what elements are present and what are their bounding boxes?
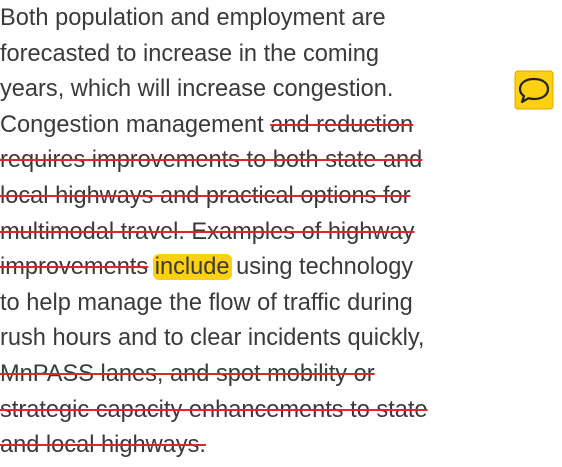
deleted-text: improvements (0, 254, 149, 281)
deleted-text: and reduction (270, 111, 414, 138)
text: rush hours and to clear incidents quickl… (0, 325, 425, 352)
text: forecasted to increase in the coming (0, 40, 380, 67)
text-line: local highways and practical options for (0, 178, 411, 214)
text-line: Congestion management and reduction (0, 107, 413, 143)
text: Congestion management (0, 111, 271, 138)
text: to help manage the flow of traffic durin… (0, 289, 413, 316)
text-line: requires improvements to both state and (0, 142, 422, 178)
text: Both population and employment are (0, 5, 386, 31)
deleted-text: and local highways. (0, 432, 206, 459)
text-line: forecasted to increase in the coming (0, 36, 379, 72)
text-line: multimodal travel. Examples of highway (0, 214, 414, 250)
deleted-text: multimodal travel. Examples of highway (0, 218, 415, 245)
comment-icon[interactable] (514, 70, 554, 110)
text-line: MnPASS lanes, and spot mobility or (0, 356, 375, 392)
text-line: strategic capacity enhancements to state (0, 392, 428, 428)
deleted-text: strategic capacity enhancements to state (0, 396, 428, 423)
text-line: and local highways. (0, 427, 206, 463)
text-line: to help manage the flow of traffic durin… (0, 285, 413, 321)
text: using technology (229, 254, 414, 281)
text-line: years, which will increase congestion. (0, 71, 393, 107)
text: years, which will increase congestion. (0, 76, 394, 103)
highlighted-text: include (152, 254, 232, 281)
deleted-text: requires improvements to both state and (0, 147, 423, 174)
text-line: Both population and employment are (0, 0, 386, 36)
text-line: rush hours and to clear incidents quickl… (0, 320, 424, 356)
deleted-text: local highways and practical options for (0, 183, 411, 209)
text-line: improvements include using technology (0, 249, 413, 285)
deleted-text: MnPASS lanes, and spot mobility or (0, 361, 375, 387)
